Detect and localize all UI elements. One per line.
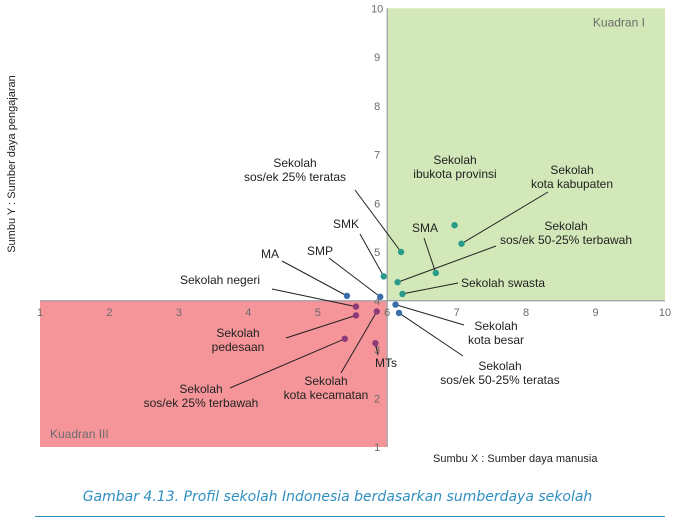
y-tick-label: 10 bbox=[371, 3, 383, 15]
data-point bbox=[399, 290, 406, 298]
y-tick-label: 2 bbox=[374, 393, 380, 405]
leader-line bbox=[402, 282, 459, 295]
data-point bbox=[392, 301, 399, 308]
x-tick-label: 5 bbox=[315, 307, 321, 319]
point-label: MTs bbox=[375, 356, 397, 370]
point-label: Sekolah bbox=[273, 156, 316, 170]
leader-line bbox=[229, 338, 346, 389]
y-tick-label: 1 bbox=[374, 442, 380, 454]
point-label: sos/ek 25% terbawah bbox=[144, 396, 259, 410]
caption-underline bbox=[35, 516, 665, 517]
x-tick-label: 9 bbox=[592, 307, 598, 319]
point-label: kota kabupaten bbox=[531, 177, 613, 191]
point-label: kota kecamatan bbox=[284, 388, 369, 402]
y-tick-label: 6 bbox=[374, 198, 380, 210]
data-point bbox=[373, 308, 380, 315]
x-tick-label: 3 bbox=[176, 307, 182, 319]
y-tick-label: 9 bbox=[374, 52, 380, 64]
point-label: SMK bbox=[333, 217, 359, 231]
quadrant-label: Kuadran III bbox=[50, 427, 109, 441]
point-label: Sekolah bbox=[304, 374, 347, 388]
leader-line bbox=[354, 189, 402, 253]
point-label: SMP bbox=[307, 244, 333, 258]
data-point bbox=[377, 293, 384, 301]
leader-line bbox=[328, 257, 381, 298]
quadrant-1-area bbox=[387, 8, 665, 301]
data-point bbox=[395, 309, 403, 317]
point-label: MA bbox=[261, 247, 279, 261]
point-label: sos/ek 50-25% teratas bbox=[440, 373, 559, 387]
quadrant-2-area bbox=[40, 300, 388, 447]
x-tick-label: 6 bbox=[384, 307, 390, 319]
x-tick-label: 10 bbox=[659, 307, 671, 319]
point-label: Sekolah bbox=[544, 219, 587, 233]
data-point bbox=[352, 303, 360, 310]
leader-line bbox=[395, 304, 465, 326]
leader-line bbox=[359, 233, 385, 277]
x-tick-label: 2 bbox=[106, 307, 112, 319]
data-point bbox=[432, 269, 440, 277]
x-axis-label: Sumbu X : Sumber daya manusia bbox=[433, 453, 598, 465]
x-tick-label: 8 bbox=[523, 307, 529, 319]
point-label: Sekolah bbox=[550, 163, 593, 177]
leader-line bbox=[340, 311, 378, 374]
figure-caption: Gambar 4.13. Profil sekolah Indonesia be… bbox=[82, 489, 593, 505]
point-label: Sekolah bbox=[179, 382, 222, 396]
leader-line bbox=[285, 314, 357, 339]
y-tick-label: 7 bbox=[374, 150, 380, 162]
data-point bbox=[380, 273, 387, 280]
point-label: SMA bbox=[412, 221, 438, 235]
data-point bbox=[451, 221, 458, 229]
leader-line bbox=[281, 260, 348, 297]
point-label: pedesaan bbox=[212, 340, 265, 354]
y-tick-label: 8 bbox=[374, 101, 380, 113]
quadrant-label: Kuadran I bbox=[593, 15, 645, 29]
x-tick-label: 4 bbox=[245, 307, 251, 319]
data-point bbox=[341, 335, 349, 342]
point-label: Sekolah bbox=[433, 153, 476, 167]
point-label: Sekolah negeri bbox=[180, 273, 260, 287]
leader-line bbox=[461, 191, 549, 245]
data-point bbox=[343, 292, 351, 300]
y-axis-label: Sumbu Y : Sumber daya pengajaran bbox=[6, 75, 18, 253]
data-point bbox=[397, 248, 405, 256]
y-tick-label: 4 bbox=[374, 296, 380, 308]
point-label: sos/ek 50-25% terbawah bbox=[500, 233, 632, 247]
data-point bbox=[458, 240, 465, 247]
point-label: sos/ek 25% teratas bbox=[244, 170, 346, 184]
data-point bbox=[372, 339, 379, 347]
point-label: Sekolah bbox=[478, 359, 521, 373]
x-tick-label: 7 bbox=[454, 307, 460, 319]
leader-line bbox=[398, 312, 464, 357]
leader-line bbox=[423, 237, 437, 274]
point-label: Sekolah bbox=[216, 326, 259, 340]
point-label: Sekolah bbox=[474, 319, 517, 333]
leader-line bbox=[271, 288, 357, 308]
x-tick-label: 1 bbox=[37, 307, 43, 319]
leader-line bbox=[397, 245, 497, 283]
y-tick-label: 5 bbox=[374, 247, 380, 259]
data-point bbox=[352, 312, 360, 319]
data-point bbox=[394, 279, 401, 286]
point-label: ibukota provinsi bbox=[413, 167, 496, 181]
point-label: kota besar bbox=[468, 333, 524, 347]
point-label: Sekolah swasta bbox=[461, 276, 545, 290]
